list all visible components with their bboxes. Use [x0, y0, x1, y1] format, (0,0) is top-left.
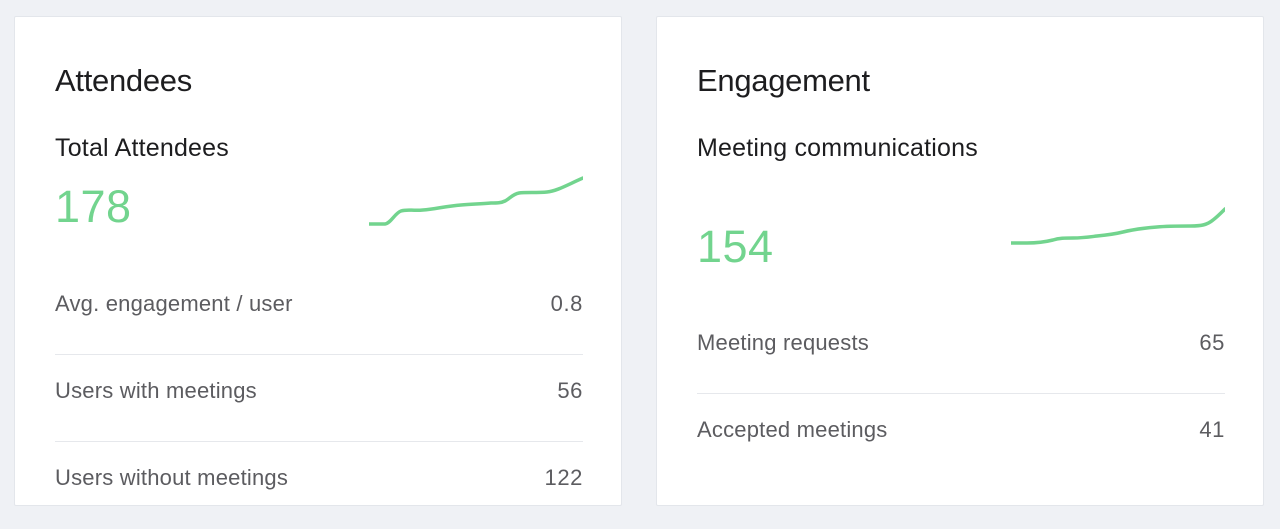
attendees-card: Attendees Total Attendees 178 Avg. engag…	[14, 16, 622, 506]
stat-label: Avg. engagement / user	[55, 291, 293, 316]
stat-row: Avg. engagement / user 0.8	[55, 268, 583, 355]
engagement-card: Engagement Meeting communications 154 Me…	[656, 16, 1264, 506]
stat-row: Users with meetings 56	[55, 355, 583, 442]
stat-label: Meeting requests	[697, 330, 869, 355]
stat-row: Accepted meetings 41	[697, 394, 1225, 481]
metric-value: 154	[697, 221, 774, 272]
sparkline-chart	[1011, 207, 1225, 245]
stat-value: 0.8	[550, 291, 583, 316]
stat-value: 41	[1199, 417, 1225, 442]
stat-value: 65	[1199, 330, 1225, 355]
card-title: Engagement	[697, 63, 870, 98]
sparkline-line	[369, 176, 583, 226]
sparkline-chart	[369, 176, 583, 226]
stat-value: 122	[544, 465, 583, 490]
stat-label: Accepted meetings	[697, 417, 888, 442]
sparkline-line	[1011, 207, 1225, 245]
stat-row: Meeting requests 65	[697, 307, 1225, 394]
stat-label: Users without meetings	[55, 465, 289, 490]
stat-row: Users without meetings 122	[55, 442, 583, 529]
stat-value: 56	[557, 378, 583, 403]
card-title: Attendees	[55, 63, 192, 98]
metric-title: Meeting communications	[697, 134, 978, 162]
stat-label: Users with meetings	[55, 378, 257, 403]
metric-title: Total Attendees	[55, 134, 229, 162]
metric-value: 178	[55, 181, 132, 232]
